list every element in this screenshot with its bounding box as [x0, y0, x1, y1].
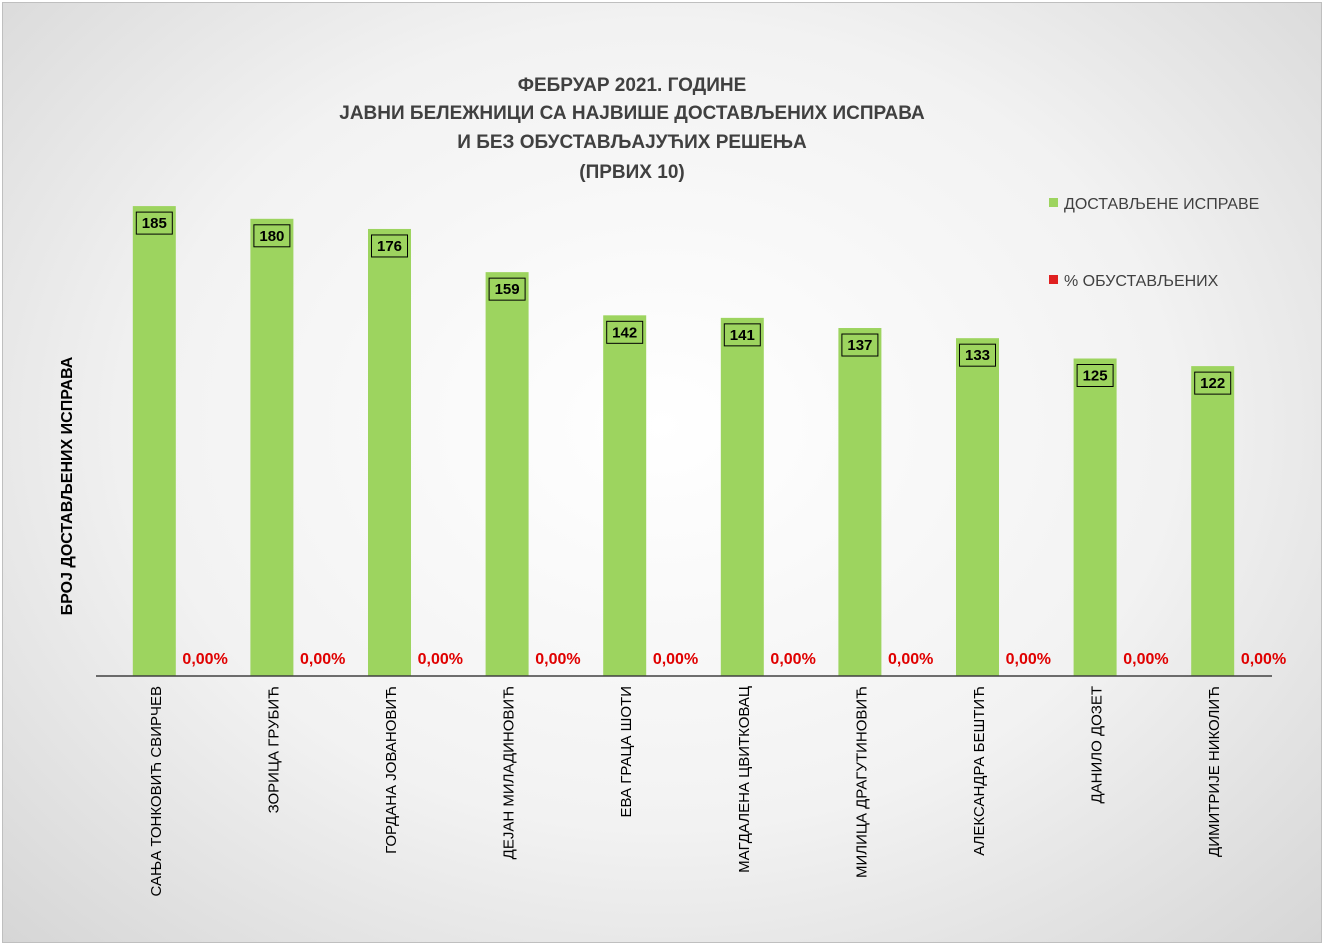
data-label: 122: [1200, 375, 1225, 392]
percent-label: 0,00%: [535, 651, 580, 668]
data-label: 142: [612, 324, 637, 341]
chart-title-line: ФЕБРУАР 2021. ГОДИНЕ: [518, 75, 747, 96]
data-label: 133: [965, 347, 990, 364]
category-label: ДЕЈАН МИЛАДИНОВИЋ: [501, 686, 518, 859]
data-label-box: [1076, 364, 1114, 387]
category-label: ГОРДАНА ЈОВАНОВИЋ: [383, 686, 400, 854]
category-labels: САЊА ТОНКОВИЋ СВИРЧЕВ ЗОРИЦА ГРУБИЋ ГОРДАН…: [148, 686, 1223, 896]
data-label: 180: [259, 228, 284, 245]
legend: ДОСТАВЉЕНЕ ИСПРАВЕ % ОБУСТАВЉЕНИХ: [1049, 196, 1259, 290]
percent-label: 0,00%: [770, 651, 815, 668]
data-label: 185: [142, 215, 167, 232]
legend-label: % ОБУСТАВЉЕНИХ: [1064, 273, 1219, 290]
data-label: 159: [495, 281, 520, 298]
bar: [250, 218, 294, 677]
category-label: ДИМИТРИЈЕ НИКОЛИЋ: [1206, 686, 1223, 857]
data-label-box: [371, 234, 408, 258]
data-label-box: [253, 224, 291, 248]
percent-label: 0,00%: [653, 651, 698, 668]
category-label: МАГДАЛЕНА ЦВИТКОВАЦ: [736, 686, 753, 873]
data-labels: 185 0,00% 180 0,00% 176 0,00% 159 0,00% 142 0,00%…: [135, 211, 1286, 668]
data-label-box: [723, 323, 761, 347]
chart-title-line: И БЕЗ ОБУСТАВЉАЈУЋИХ РЕШЕЊА: [457, 132, 807, 153]
data-label-box: [841, 333, 879, 357]
legend-swatch: [1049, 275, 1058, 284]
bar: [485, 272, 529, 676]
data-label: 137: [847, 337, 872, 354]
chart-title-line: (ПРВИХ 10): [579, 162, 684, 183]
category-label: ЕВА ГРАЦА ШОТИ: [618, 686, 635, 817]
percent-label: 0,00%: [182, 651, 227, 668]
legend-label: ДОСТАВЉЕНЕ ИСПРАВЕ: [1064, 196, 1259, 213]
percent-label: 0,00%: [418, 651, 463, 668]
percent-label: 0,00%: [1241, 651, 1286, 668]
data-label-box: [135, 211, 173, 235]
data-label: 176: [377, 238, 402, 255]
category-label: МИЛИЦА ДРАГУТИНОВИЋ: [853, 686, 870, 878]
percent-label: 0,00%: [888, 651, 933, 668]
data-label-box: [959, 343, 996, 367]
bars: [132, 206, 1235, 677]
bar: [1191, 366, 1235, 676]
legend-swatch: [1049, 198, 1058, 207]
bar: [838, 328, 882, 676]
bar: [1073, 358, 1117, 676]
category-label: ДАНИЛО ДОЗЕТ: [1089, 686, 1106, 804]
chart-title-line: ЈАВНИ БЕЛЕЖНИЦИ СА НАЈВИШЕ ДОСТАВЉЕНИХ И…: [339, 103, 925, 124]
bar: [603, 315, 647, 676]
data-label-box: [1194, 371, 1232, 395]
category-label: САЊА ТОНКОВИЋ СВИРЧЕВ: [148, 686, 165, 896]
bar: [368, 228, 411, 676]
percent-label: 0,00%: [1123, 651, 1168, 668]
category-label: АЛЕКСАНДРА БЕШТИЋ: [971, 686, 988, 856]
percent-label: 0,00%: [300, 651, 345, 668]
chart-title: ФЕБРУАР 2021. ГОДИНЕ ЈАВНИ БЕЛЕЖНИЦИ СА Н…: [339, 75, 925, 183]
data-label-box: [606, 320, 644, 344]
bar: [132, 206, 176, 676]
data-label-box: [488, 277, 526, 301]
bar: [956, 338, 999, 676]
percent-label: 0,00%: [1006, 651, 1051, 668]
category-label: ЗОРИЦА ГРУБИЋ: [265, 686, 282, 813]
data-label: 125: [1083, 368, 1108, 385]
data-label: 141: [730, 327, 755, 344]
y-axis-label: БРОЈ ДОСТАВЉЕНИХ ИСПРАВА: [59, 356, 76, 615]
bar: [720, 317, 764, 676]
